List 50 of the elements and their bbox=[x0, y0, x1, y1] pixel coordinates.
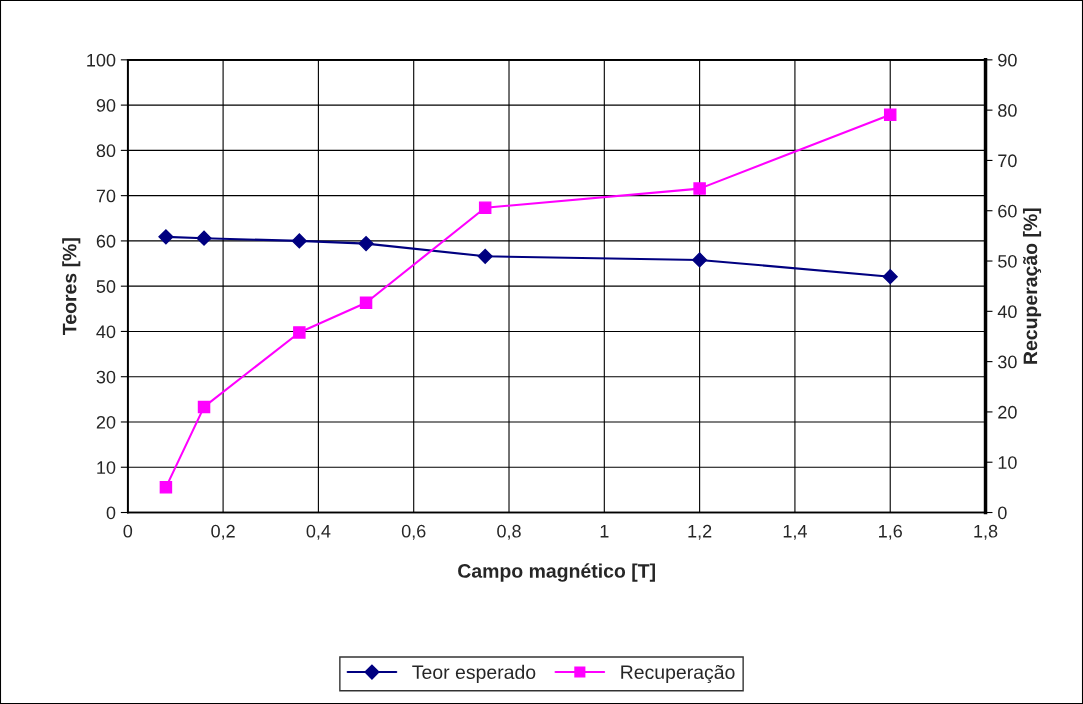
y2-tick-label: 90 bbox=[998, 53, 1017, 67]
point bbox=[291, 233, 307, 249]
y-tick-label: 10 bbox=[97, 461, 116, 474]
y2-tick-label: 30 bbox=[998, 355, 1017, 369]
legend-label: Teor esperado bbox=[412, 664, 536, 683]
x-tick-label: 0,2 bbox=[211, 524, 235, 540]
y2-tick-label: 10 bbox=[998, 456, 1017, 469]
point bbox=[197, 400, 211, 414]
y2-tick-label: 80 bbox=[998, 104, 1017, 117]
x-tick-label: 1,6 bbox=[879, 524, 902, 540]
x-tick-label: 1,8 bbox=[974, 524, 998, 540]
x-tick-label: 1,4 bbox=[783, 524, 807, 540]
point bbox=[158, 229, 174, 245]
point bbox=[693, 182, 706, 195]
y-tick-label: 20 bbox=[96, 415, 116, 429]
y-tick-label: 0 bbox=[106, 506, 116, 520]
y-tick-label: 60 bbox=[96, 234, 116, 248]
y-tick-label: 50 bbox=[96, 280, 116, 293]
y-tick-label: 90 bbox=[96, 99, 116, 112]
x-tick-label: 1,2 bbox=[688, 524, 712, 540]
y-tick-label: 100 bbox=[87, 53, 116, 67]
y2-axis-title: Recuperação [%] bbox=[1022, 208, 1042, 364]
point bbox=[478, 201, 492, 214]
x-tick-label: 0,4 bbox=[306, 524, 331, 540]
legend-label: Recuperação bbox=[621, 664, 735, 683]
point bbox=[359, 296, 373, 310]
x-tick-label: 1 bbox=[600, 524, 609, 538]
x-tick-label: 0,6 bbox=[401, 524, 426, 540]
point bbox=[293, 326, 306, 339]
y2-tick-label: 60 bbox=[998, 204, 1017, 218]
y-tick-label: 80 bbox=[96, 144, 116, 158]
y-tick-label: 70 bbox=[96, 189, 116, 203]
y2-tick-label: 0 bbox=[998, 506, 1007, 520]
y-tick-label: 40 bbox=[96, 325, 116, 339]
point bbox=[883, 108, 897, 121]
point bbox=[477, 248, 493, 264]
y2-tick-label: 40 bbox=[997, 305, 1017, 319]
point bbox=[882, 269, 898, 285]
point bbox=[692, 252, 708, 268]
point bbox=[196, 230, 212, 246]
y-axis-title: Teores [%] bbox=[62, 238, 81, 335]
x-axis-title: Campo magnético [T] bbox=[458, 563, 655, 582]
y-tick-label: 30 bbox=[96, 370, 116, 384]
y2-tick-label: 50 bbox=[998, 254, 1017, 268]
y2-tick-label: 20 bbox=[998, 405, 1017, 419]
point bbox=[159, 481, 173, 494]
y2-tick-label: 70 bbox=[998, 154, 1017, 168]
x-tick-label: 0,8 bbox=[497, 524, 521, 540]
x-tick-label: 0 bbox=[123, 524, 133, 538]
point bbox=[358, 236, 374, 252]
